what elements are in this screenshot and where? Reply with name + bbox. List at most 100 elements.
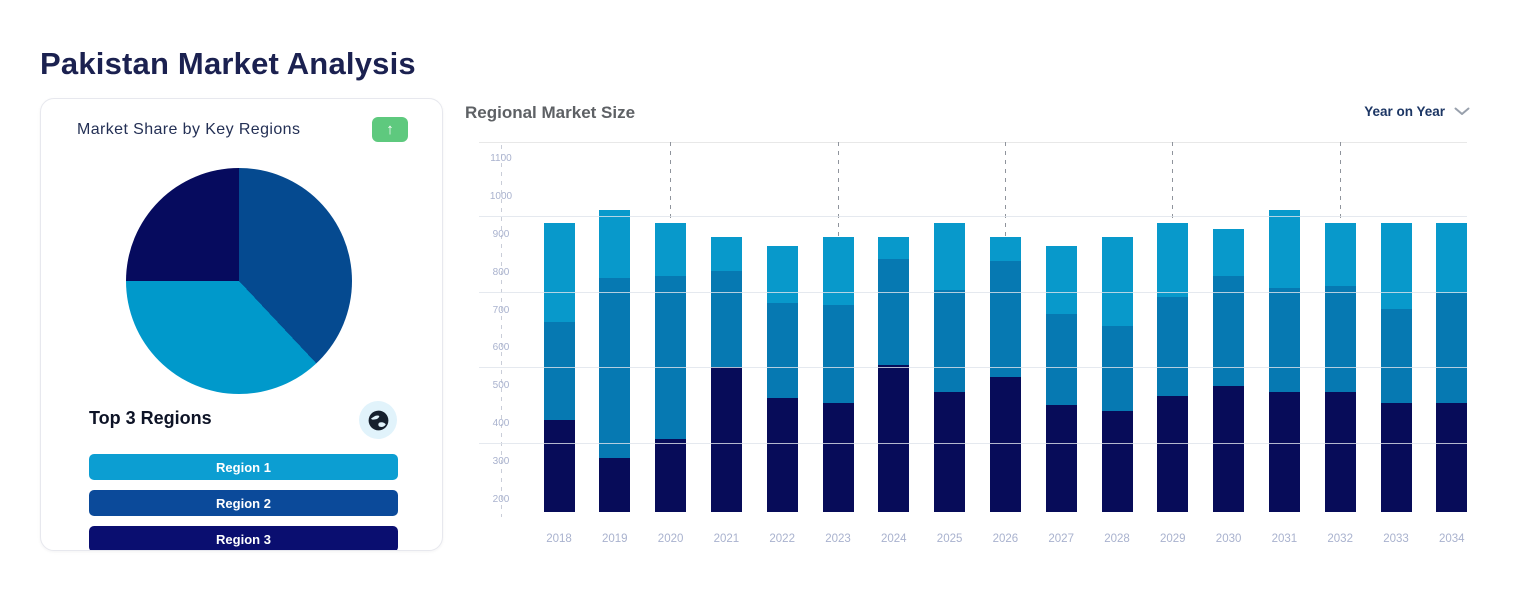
x-axis-label-2028: 2028 bbox=[1104, 533, 1130, 545]
y-axis-label-800: 800 bbox=[492, 266, 510, 278]
bar-2021-region-2[interactable] bbox=[710, 270, 742, 368]
bar-2032-region-1[interactable] bbox=[1324, 223, 1356, 286]
region-button-2[interactable]: Region 2 bbox=[89, 490, 398, 516]
bar-2026-region-2[interactable] bbox=[989, 261, 1021, 377]
x-axis-label-2024: 2024 bbox=[881, 533, 907, 545]
bar-2031-region-3[interactable] bbox=[1268, 391, 1300, 512]
bar-2018-region-2[interactable] bbox=[543, 321, 575, 421]
h-gridline-350 bbox=[479, 443, 1467, 445]
bar-2018-region-1[interactable] bbox=[543, 223, 575, 322]
bar-2030-region-2[interactable] bbox=[1213, 276, 1245, 387]
y-axis-label-200: 200 bbox=[492, 493, 510, 505]
globe-icon[interactable] bbox=[359, 401, 397, 439]
bar-2026-region-3[interactable] bbox=[989, 376, 1021, 512]
bar-2022-region-2[interactable] bbox=[766, 302, 798, 398]
y-axis-label-700: 700 bbox=[492, 304, 510, 316]
bar-2018-region-3[interactable] bbox=[543, 420, 575, 512]
y-axis-label-1000: 1000 bbox=[489, 190, 513, 202]
bar-2019-region-1[interactable] bbox=[599, 210, 631, 279]
y-axis-label-900: 900 bbox=[492, 228, 510, 240]
expand-button[interactable]: ↑ bbox=[372, 117, 408, 142]
bar-2028-region-3[interactable] bbox=[1101, 410, 1133, 512]
y-axis-label-400: 400 bbox=[492, 418, 510, 430]
x-axis-label-2018: 2018 bbox=[546, 533, 572, 545]
bar-2033-region-1[interactable] bbox=[1380, 223, 1412, 309]
bar-2029-region-3[interactable] bbox=[1157, 395, 1189, 512]
bar-2025-region-1[interactable] bbox=[934, 223, 966, 290]
x-axis-label-2033: 2033 bbox=[1383, 533, 1409, 545]
bar-2024-region-2[interactable] bbox=[878, 259, 910, 366]
bar-2019-region-3[interactable] bbox=[599, 458, 631, 512]
bar-2032-region-2[interactable] bbox=[1324, 285, 1356, 392]
market-share-pie-chart[interactable] bbox=[126, 168, 352, 394]
y-axis-label-600: 600 bbox=[492, 342, 510, 354]
bar-2024-region-3[interactable] bbox=[878, 365, 910, 512]
bar-2027-region-1[interactable] bbox=[1045, 246, 1077, 315]
bar-2021-region-3[interactable] bbox=[710, 367, 742, 512]
x-axis-label-2025: 2025 bbox=[936, 533, 963, 545]
x-axis-label-2023: 2023 bbox=[825, 533, 851, 545]
x-axis-label-2031: 2031 bbox=[1271, 533, 1298, 545]
x-axis-label-2026: 2026 bbox=[992, 533, 1019, 545]
bar-2023-region-1[interactable] bbox=[822, 236, 854, 305]
bar-2020-region-3[interactable] bbox=[655, 439, 687, 512]
x-axis-label-2032: 2032 bbox=[1327, 533, 1353, 545]
bar-2029-region-1[interactable] bbox=[1157, 223, 1189, 298]
bar-2027-region-3[interactable] bbox=[1045, 405, 1077, 512]
up-arrow-icon: ↑ bbox=[386, 121, 394, 138]
bar-2030-region-1[interactable] bbox=[1213, 229, 1245, 277]
bar-2027-region-2[interactable] bbox=[1045, 314, 1077, 406]
region-button-3[interactable]: Region 3 bbox=[89, 526, 398, 550]
region-button-1[interactable]: Region 1 bbox=[89, 454, 398, 480]
x-axis-label-2020: 2020 bbox=[657, 533, 684, 545]
year-on-year-dropdown[interactable]: Year on Year bbox=[1364, 104, 1470, 119]
dropdown-label: Year on Year bbox=[1364, 104, 1445, 119]
bar-2022-region-1[interactable] bbox=[766, 246, 798, 303]
x-axis-label-2021: 2021 bbox=[713, 533, 740, 545]
h-gridline-950 bbox=[479, 215, 1467, 217]
card-title: Market Share by Key Regions bbox=[77, 121, 301, 138]
h-gridline-550 bbox=[479, 367, 1467, 369]
bar-2031-region-2[interactable] bbox=[1268, 287, 1300, 392]
top3-regions-heading: Top 3 Regions bbox=[89, 408, 212, 428]
page-title: Pakistan Market Analysis bbox=[40, 46, 416, 81]
bar-2034-region-1[interactable] bbox=[1436, 223, 1468, 294]
plot-top-border bbox=[479, 142, 1467, 143]
bar-2021-region-1[interactable] bbox=[710, 236, 742, 271]
bar-2028-region-1[interactable] bbox=[1101, 236, 1133, 326]
x-axis-label-2034: 2034 bbox=[1439, 533, 1465, 545]
y-axis-label-500: 500 bbox=[492, 380, 510, 392]
bar-2025-region-3[interactable] bbox=[934, 391, 966, 512]
bar-2034-region-2[interactable] bbox=[1436, 293, 1468, 404]
bar-2033-region-2[interactable] bbox=[1380, 308, 1412, 404]
bar-2031-region-1[interactable] bbox=[1268, 210, 1300, 288]
bar-2020-region-2[interactable] bbox=[655, 276, 687, 440]
bar-2023-region-2[interactable] bbox=[822, 304, 854, 404]
y-axis-label-300: 300 bbox=[492, 456, 510, 467]
bar-2024-region-1[interactable] bbox=[878, 236, 910, 260]
x-axis-label-2030: 2030 bbox=[1215, 533, 1242, 545]
regional-market-size-plot: 200 300 400 500 600 700 800 900 1000 1100 2018 2019… bbox=[479, 142, 1468, 545]
x-axis-label-2027: 2027 bbox=[1048, 533, 1074, 545]
bar-2023-region-3[interactable] bbox=[822, 403, 854, 512]
bar-2020-region-1[interactable] bbox=[655, 223, 687, 277]
x-axis-label-2019: 2019 bbox=[602, 533, 628, 545]
market-share-card: Market Share by Key Regions ↑ Top 3 Regi… bbox=[40, 98, 443, 551]
bar-2030-region-3[interactable] bbox=[1213, 386, 1245, 512]
bar-2025-region-2[interactable] bbox=[934, 289, 966, 392]
chart-title: Regional Market Size bbox=[465, 103, 636, 122]
region-button-list: Region 1 Region 2 Region 3 bbox=[89, 454, 398, 550]
bar-2029-region-2[interactable] bbox=[1157, 297, 1189, 396]
x-axis-label-2029: 2029 bbox=[1160, 533, 1186, 545]
h-gridline-750 bbox=[479, 291, 1467, 293]
x-axis-label-2022: 2022 bbox=[769, 533, 795, 545]
y-axis-dashed-line bbox=[501, 145, 502, 517]
y-axis-label-1100: 1100 bbox=[490, 153, 512, 165]
bar-2026-region-1[interactable] bbox=[989, 236, 1021, 262]
bar-2022-region-3[interactable] bbox=[766, 397, 798, 512]
bar-2034-region-3[interactable] bbox=[1436, 403, 1468, 512]
chevron-down-icon bbox=[1454, 107, 1470, 115]
bar-2032-region-3[interactable] bbox=[1324, 391, 1356, 512]
bar-2033-region-3[interactable] bbox=[1380, 403, 1412, 512]
